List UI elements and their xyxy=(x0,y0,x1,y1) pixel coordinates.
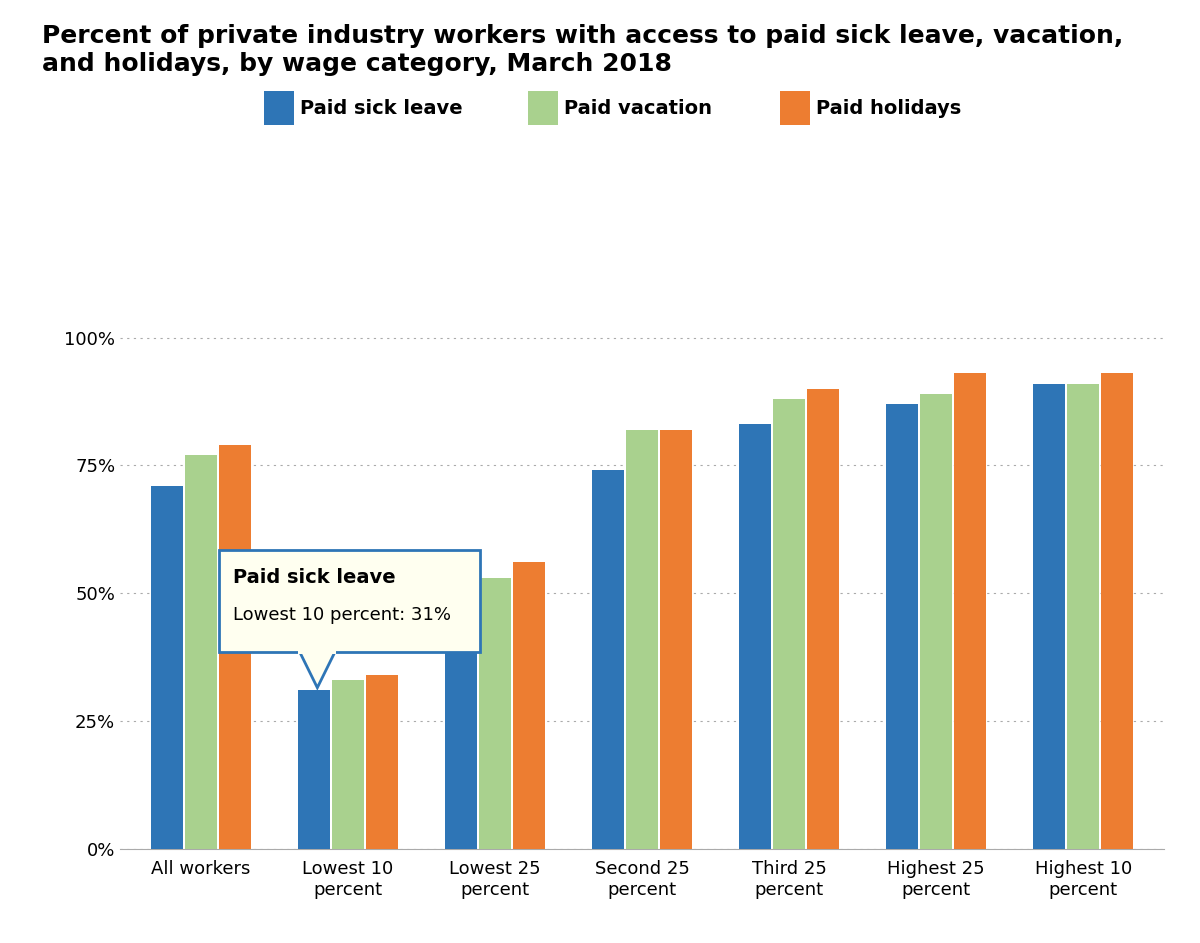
Polygon shape xyxy=(300,652,335,687)
Bar xyxy=(479,578,511,849)
Bar xyxy=(185,455,217,849)
Bar xyxy=(920,394,953,849)
Text: Lowest 10 percent: 31%: Lowest 10 percent: 31% xyxy=(233,605,451,623)
Text: and holidays, by wage category, March 2018: and holidays, by wage category, March 20… xyxy=(42,52,672,75)
Bar xyxy=(299,647,336,654)
Bar xyxy=(806,389,839,849)
Text: Percent of private industry workers with access to paid sick leave, vacation,: Percent of private industry workers with… xyxy=(42,24,1123,47)
Text: Paid holidays: Paid holidays xyxy=(816,99,961,118)
Text: Paid sick leave: Paid sick leave xyxy=(300,99,463,118)
Bar xyxy=(660,430,692,849)
Bar xyxy=(218,445,251,849)
Bar xyxy=(366,675,398,849)
Bar xyxy=(298,690,330,849)
FancyBboxPatch shape xyxy=(218,550,480,652)
Bar xyxy=(1033,384,1066,849)
Bar xyxy=(1067,384,1099,849)
Bar xyxy=(626,430,658,849)
Bar xyxy=(739,424,772,849)
Bar xyxy=(151,486,184,849)
Bar xyxy=(512,562,545,849)
Text: Paid vacation: Paid vacation xyxy=(564,99,712,118)
Bar xyxy=(954,373,986,849)
Bar xyxy=(886,404,918,849)
Text: Paid sick leave: Paid sick leave xyxy=(233,568,396,587)
Bar xyxy=(592,471,624,849)
Bar xyxy=(445,619,478,849)
Bar xyxy=(773,399,805,849)
Bar xyxy=(331,680,364,849)
Bar xyxy=(1100,373,1133,849)
